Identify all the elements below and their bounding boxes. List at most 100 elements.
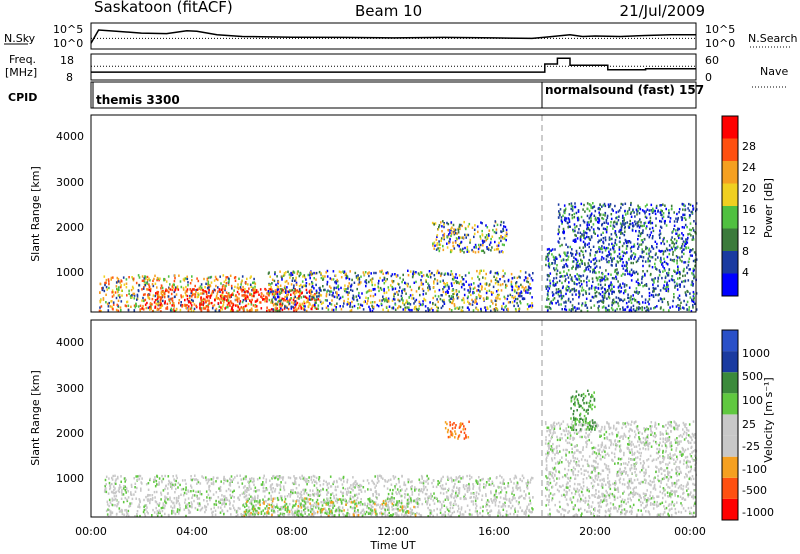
heatmap-cell: [485, 239, 488, 242]
heatmap-cell: [463, 293, 466, 297]
heatmap-cell: [610, 263, 613, 267]
heatmap-cell: [682, 240, 685, 243]
heatmap-cell: [612, 247, 615, 251]
heatmap-cell: [462, 236, 465, 239]
heatmap-cell: [574, 275, 576, 278]
heatmap-cell: [562, 275, 564, 278]
heatmap-cell: [303, 302, 306, 305]
heatmap-cell: [466, 245, 469, 249]
heatmap-cell: [653, 287, 655, 290]
heatmap-cell: [244, 287, 246, 291]
heatmap-cell: [447, 273, 449, 276]
heatmap-cell: [207, 295, 209, 298]
heatmap-cell: [588, 287, 591, 290]
heatmap-cell: [648, 249, 650, 252]
heatmap-cell: [582, 240, 585, 244]
velocity-panel: 4000 3000 2000 1000 Slant Range [km] 100…: [29, 319, 775, 521]
heatmap-cell: [267, 272, 270, 275]
heatmap-cell: [383, 291, 386, 295]
heatmap-cell: [671, 305, 674, 308]
heatmap-cell: [398, 501, 401, 504]
heatmap-cell: [592, 223, 595, 226]
heatmap-cell: [558, 216, 560, 219]
heatmap-cell: [293, 514, 296, 517]
heatmap-cell: [245, 304, 248, 307]
heatmap-cell: [619, 259, 622, 263]
heatmap-cell: [662, 286, 665, 290]
heatmap-cell: [655, 246, 658, 249]
heatmap-cell: [319, 294, 322, 297]
heatmap-cell: [646, 203, 648, 206]
heatmap-cell: [591, 295, 594, 299]
heatmap-cell: [627, 293, 629, 296]
heatmap-cell: [299, 273, 301, 276]
heatmap-cell: [578, 254, 581, 257]
heatmap-cell: [180, 296, 183, 299]
heatmap-cell: [441, 225, 443, 228]
heatmap-cell: [270, 308, 273, 311]
heatmap-cell: [309, 303, 311, 306]
heatmap-cell: [343, 480, 345, 483]
heatmap-cell: [589, 270, 591, 273]
heatmap-cell: [578, 246, 581, 249]
heatmap-cell: [622, 216, 624, 219]
heatmap-cell: [138, 503, 140, 506]
heatmap-cell: [126, 300, 129, 303]
heatmap-cell: [650, 272, 652, 276]
heatmap-cell: [638, 226, 641, 229]
heatmap-cell: [686, 271, 689, 275]
heatmap-cell: [425, 493, 428, 496]
heatmap-cell: [236, 300, 239, 303]
heatmap-cell: [607, 246, 609, 250]
heatmap-cell: [108, 498, 111, 502]
heatmap-cell: [659, 270, 661, 274]
heatmap-cell: [514, 497, 516, 500]
heatmap-cell: [158, 481, 160, 484]
heatmap-cell: [688, 306, 691, 309]
heatmap-cell: [235, 298, 237, 302]
heatmap-cell: [150, 307, 152, 310]
heatmap-cell: [563, 231, 565, 234]
heatmap-cell: [125, 278, 128, 281]
heatmap-cell: [600, 258, 603, 261]
heatmap-cell: [357, 277, 360, 280]
heatmap-cell: [207, 503, 209, 506]
heatmap-cell: [479, 269, 481, 273]
heatmap-cell: [466, 250, 469, 253]
heatmap-cell: [318, 478, 320, 481]
heatmap-cell: [436, 269, 439, 273]
heatmap-cell: [623, 283, 626, 286]
heatmap-cell: [501, 307, 503, 310]
heatmap-cell: [284, 306, 286, 309]
heatmap-cell: [693, 268, 695, 272]
heatmap-cell: [315, 291, 318, 295]
heatmap-cell: [365, 281, 368, 285]
heatmap-cell: [403, 509, 405, 512]
heatmap-cell: [502, 269, 504, 272]
heatmap-cell: [388, 288, 390, 292]
heatmap-cell: [502, 237, 504, 240]
heatmap-cell: [277, 286, 280, 289]
heatmap-cell: [604, 238, 607, 242]
heatmap-cell: [574, 202, 576, 205]
heatmap-cell: [583, 221, 586, 224]
heatmap-cell: [587, 268, 590, 271]
heatmap-cell: [490, 249, 492, 252]
heatmap-cell: [294, 308, 297, 311]
heatmap-cell: [581, 304, 583, 307]
heatmap-cell: [570, 204, 573, 207]
heatmap-cell: [157, 293, 160, 297]
heatmap-cell: [366, 302, 368, 305]
heatmap-cell: [254, 300, 257, 303]
heatmap-cell: [618, 246, 621, 249]
heatmap-cell: [369, 294, 372, 298]
heatmap-cell: [515, 291, 518, 295]
heatmap-cell: [121, 294, 123, 297]
heatmap-cell: [279, 300, 281, 303]
heatmap-cell: [190, 486, 193, 489]
heatmap-cell: [253, 291, 255, 295]
heatmap-cell: [150, 287, 152, 291]
heatmap-cell: [167, 290, 170, 293]
heatmap-cell: [695, 208, 698, 211]
heatmap-cell: [458, 245, 460, 248]
